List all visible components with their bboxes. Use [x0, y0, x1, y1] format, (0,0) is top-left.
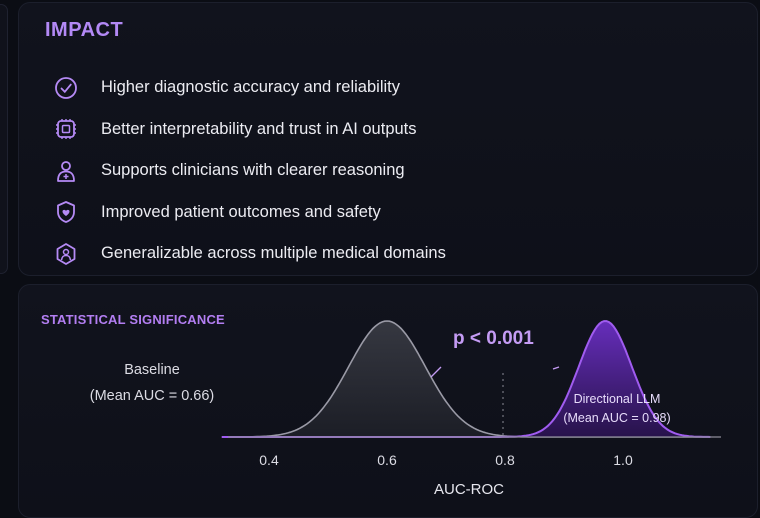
- impact-item: Better interpretability and trust in AI …: [53, 109, 446, 151]
- p-value-pointer-left: [430, 366, 442, 378]
- x-axis-ticks: 0.4 0.6 0.8 1.0: [259, 452, 633, 468]
- directional-llm-name: Directional LLM: [573, 392, 661, 406]
- network-icon: [56, 242, 76, 265]
- x-tick-label: 1.0: [613, 452, 633, 468]
- baseline-label: Baseline (Mean AUC = 0.66): [67, 357, 237, 409]
- p-value: p < 0.001: [453, 328, 534, 349]
- impact-title: IMPACT: [45, 19, 124, 41]
- x-tick-label: 0.4: [259, 452, 279, 468]
- impact-item-label: Higher diagnostic accuracy and reliabili…: [101, 78, 400, 97]
- x-axis-label: AUC-ROC: [434, 481, 504, 498]
- chip-icon: [56, 119, 76, 140]
- impact-item-label: Generalizable across multiple medical do…: [101, 244, 446, 263]
- x-tick-label: 0.8: [495, 452, 515, 468]
- baseline-name: Baseline: [124, 362, 180, 378]
- directional-llm-label: Directional LLM (Mean AUC = 0.98): [543, 390, 691, 428]
- impact-item-label: Improved patient outcomes and safety: [101, 202, 381, 221]
- baseline-distribution-curve-area: [221, 321, 503, 437]
- stats-title: STATISTICAL SIGNIFICANCE: [41, 312, 225, 327]
- impact-panel: IMPACT Higher diagnostic accuracy and re…: [18, 2, 758, 276]
- impact-item-label: Supports clinicians with clearer reasoni…: [101, 161, 405, 180]
- clinician-icon: [57, 160, 75, 182]
- auc-distribution-chart: 0.4 0.6 0.8 1.0: [221, 320, 721, 468]
- impact-item-label: Better interpretability and trust in AI …: [101, 119, 417, 138]
- baseline-mean-auc: (Mean AUC = 0.66): [89, 388, 215, 404]
- adjacent-card-edge: [0, 4, 8, 274]
- impact-item: Higher diagnostic accuracy and reliabili…: [53, 67, 446, 109]
- x-tick-label: 0.6: [377, 452, 397, 468]
- shield-heart-icon: [57, 201, 75, 224]
- check-circle-icon: [55, 76, 77, 99]
- impact-item: Generalizable across multiple medical do…: [53, 233, 446, 275]
- statistical-significance-panel: STATISTICAL SIGNIFICANCE 0.4 0.6 0.8 1.0 Ba…: [18, 284, 758, 518]
- impact-item: Supports clinicians with clearer reasoni…: [53, 150, 446, 192]
- impact-list: Higher diagnostic accuracy and reliabili…: [53, 67, 446, 275]
- p-value-pointer-right: [552, 366, 560, 370]
- impact-item: Improved patient outcomes and safety: [53, 192, 446, 234]
- directional-llm-mean-auc: (Mean AUC = 0.98): [563, 411, 671, 425]
